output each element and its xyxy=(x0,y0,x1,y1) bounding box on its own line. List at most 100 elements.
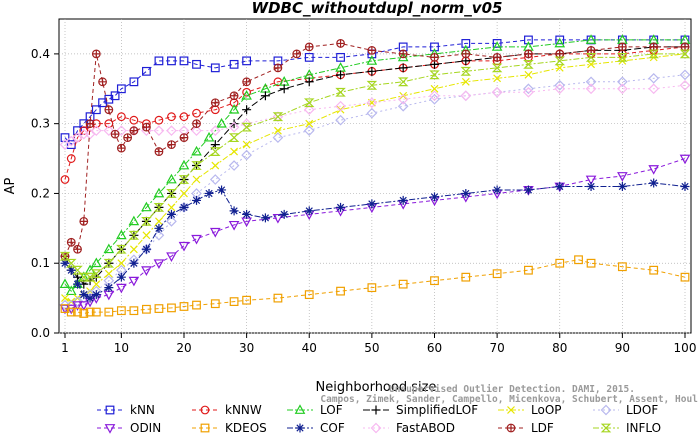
data-point-loop-shape xyxy=(399,91,408,100)
data-point-fastabod-shape xyxy=(209,125,221,136)
data-point-kdeos xyxy=(154,304,164,313)
data-point-knn xyxy=(167,56,176,66)
data-point-cof-shape xyxy=(461,188,471,198)
data-point-inflo-shape xyxy=(178,175,190,184)
data-point-cof xyxy=(649,178,659,188)
x-tick-label: 30 xyxy=(239,341,254,355)
legend-label-knn: kNN xyxy=(130,403,155,417)
data-point-odin-shape xyxy=(116,283,127,294)
data-point-inflo-shape xyxy=(228,133,240,143)
data-point-lof-shape xyxy=(203,131,215,142)
data-point-inflo xyxy=(554,56,565,66)
data-point-fastabod xyxy=(303,104,315,116)
data-point-knnw xyxy=(116,112,126,122)
data-point-kdeos xyxy=(304,290,314,300)
data-point-odin-shape xyxy=(153,259,165,269)
data-point-ldf-cross xyxy=(92,50,101,58)
data-point-simplifiedlof-shape xyxy=(229,119,239,129)
data-point-cof-shape xyxy=(680,181,690,191)
data-point-kdeos-shape xyxy=(179,302,189,311)
legend-marker-fastabod-shape xyxy=(370,422,382,434)
data-point-lof-shape xyxy=(65,285,77,296)
data-point-inflo-shape xyxy=(679,49,691,59)
data-point-ldf-cross xyxy=(192,119,201,128)
data-point-kdeos-shape xyxy=(66,307,76,317)
data-point-ldf-cross xyxy=(587,46,595,55)
data-point-ldf-cross xyxy=(336,39,345,48)
legend-item-lof: LOF xyxy=(287,403,343,417)
data-point-knn xyxy=(461,39,471,48)
data-point-cof-shape xyxy=(336,202,346,212)
data-point-cof-shape xyxy=(555,181,565,191)
data-point-odin xyxy=(617,172,628,182)
data-point-odin-shape xyxy=(209,227,221,238)
data-point-ldf-shape xyxy=(85,119,95,129)
data-point-fastabod-shape xyxy=(90,125,102,136)
data-point-loop xyxy=(461,77,470,86)
data-point-simplifiedlof xyxy=(367,66,377,76)
data-point-kdeos-shape xyxy=(116,306,126,316)
data-point-cof-shape xyxy=(85,293,95,303)
data-point-fastabod xyxy=(679,79,691,91)
data-point-inflo-shape xyxy=(153,202,165,212)
data-point-ldf xyxy=(492,52,502,62)
data-point-ldf-cross xyxy=(242,78,251,86)
data-point-loop xyxy=(230,147,239,156)
data-point-cof-shape xyxy=(60,258,70,268)
data-point-cof-shape xyxy=(217,185,227,195)
legend-marker-cof-shape xyxy=(295,423,305,433)
data-point-loop-shape xyxy=(587,60,595,69)
data-point-fastabod xyxy=(554,83,566,95)
data-point-cof-shape xyxy=(617,181,627,191)
data-point-knnw-shape xyxy=(60,175,70,184)
data-point-ldf-shape xyxy=(116,143,126,153)
series-fastabod xyxy=(59,79,691,150)
data-point-cof xyxy=(91,290,101,300)
data-point-odin xyxy=(116,283,127,294)
x-tick-label: 80 xyxy=(552,341,567,355)
data-point-kdeos xyxy=(85,307,95,317)
data-point-fastabod-shape xyxy=(523,86,534,98)
data-point-kdeos xyxy=(73,307,82,317)
data-point-ldf-shape xyxy=(129,126,139,136)
data-point-ldf-shape xyxy=(98,77,107,87)
data-point-cof-shape xyxy=(398,195,408,205)
data-point-odin xyxy=(166,252,177,262)
data-point-ldf-cross xyxy=(79,217,88,226)
data-point-loop-shape xyxy=(230,147,239,156)
y-tick-label: 0.3 xyxy=(31,117,50,131)
data-point-cof-shape xyxy=(242,209,252,219)
data-point-kdeos-shape xyxy=(555,258,565,268)
data-point-cof-shape xyxy=(129,258,139,268)
data-point-ldf-cross xyxy=(230,91,238,100)
data-point-ldf xyxy=(586,46,596,55)
data-point-ldof-shape xyxy=(523,83,534,95)
data-point-fastabod xyxy=(491,86,503,98)
data-point-cof-shape xyxy=(79,290,89,300)
data-point-kdeos xyxy=(461,272,471,282)
y-tick-label: 0.2 xyxy=(31,186,50,200)
data-point-ldof-shape xyxy=(335,114,346,126)
data-point-loop-shape xyxy=(461,77,470,86)
data-point-cof xyxy=(141,244,151,254)
data-point-lof-shape xyxy=(116,229,127,240)
data-point-inflo-shape xyxy=(648,49,659,59)
legend-marker-ldf xyxy=(506,423,516,433)
data-point-cof xyxy=(79,290,89,300)
data-point-knn-shape xyxy=(229,59,239,69)
data-point-kdeos xyxy=(649,265,659,275)
data-point-knn xyxy=(110,91,120,101)
data-point-kdeos xyxy=(273,293,283,303)
data-point-ldf-cross xyxy=(555,50,564,58)
legend-item-fastabod: FastABOD xyxy=(363,421,455,434)
data-point-ldf xyxy=(123,133,133,143)
legend-marker-simplifiedlof-shape xyxy=(371,405,381,415)
data-point-ldf-shape xyxy=(110,129,120,139)
data-point-lof xyxy=(366,55,378,65)
data-point-kdeos xyxy=(336,286,345,296)
data-point-cof-shape xyxy=(260,213,270,223)
data-point-cof xyxy=(398,195,408,205)
data-point-knnw-shape xyxy=(192,108,201,118)
series-line-knn xyxy=(64,39,685,146)
